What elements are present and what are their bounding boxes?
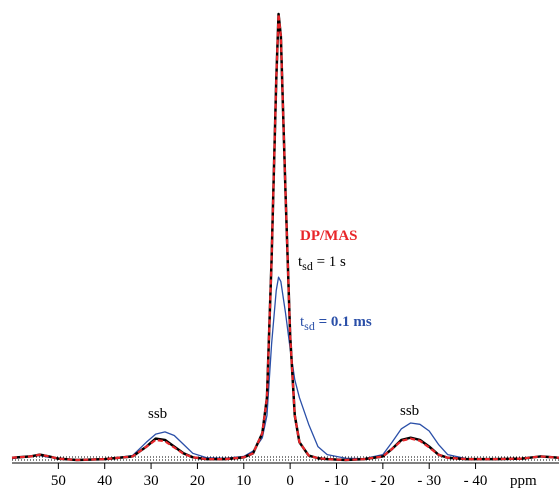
legend-label: DP/MAS xyxy=(300,228,358,244)
legend-label: tsd = 0.1 ms xyxy=(300,314,372,333)
x-axis-label: ppm xyxy=(510,473,537,489)
series-line xyxy=(11,276,559,461)
label-part: = 1 s xyxy=(313,254,346,270)
x-tick-label: 40 xyxy=(97,473,112,489)
x-tick-label: - 30 xyxy=(417,473,441,489)
x-tick-label: 50 xyxy=(51,473,66,489)
series-line xyxy=(11,12,559,462)
label-part: sd xyxy=(304,319,315,333)
label-part: sd xyxy=(302,259,313,273)
x-tick-label: - 20 xyxy=(371,473,395,489)
x-tick-label: - 40 xyxy=(464,473,488,489)
x-tick-label: - 10 xyxy=(325,473,349,489)
label-part: = 0.1 ms xyxy=(315,314,372,330)
x-tick-label: 20 xyxy=(190,473,205,489)
legend-label: tsd = 1 s xyxy=(298,254,346,273)
annotation: ssb xyxy=(400,403,419,419)
annotation: ssb xyxy=(148,406,167,422)
label-part: t xyxy=(298,254,303,270)
series-line xyxy=(11,12,559,462)
x-tick-label: 10 xyxy=(236,473,251,489)
x-tick-label: 0 xyxy=(286,473,294,489)
x-tick-label: 30 xyxy=(144,473,159,489)
label-part: t xyxy=(300,314,305,330)
